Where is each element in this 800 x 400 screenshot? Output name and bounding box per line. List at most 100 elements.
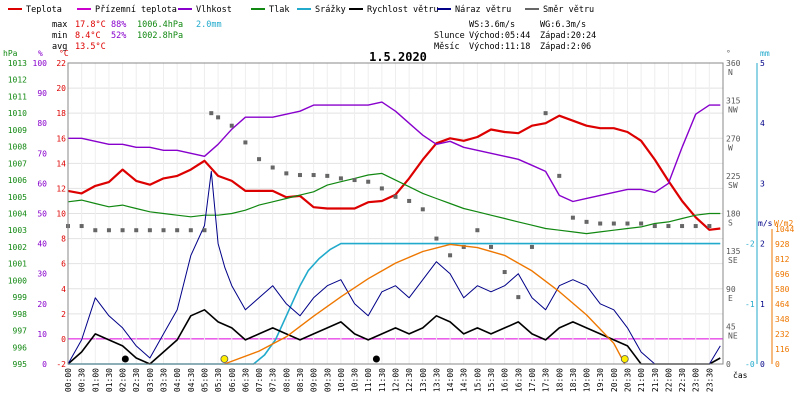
- wind-dir-point: [270, 165, 275, 170]
- tick-label-pct: 80: [37, 119, 47, 128]
- tick-label-hpa: 1002: [8, 243, 27, 252]
- tick-label-dir: 315: [726, 97, 741, 106]
- tick-label-x: 23:00: [692, 368, 701, 392]
- legend-label-dir: Směr větru: [543, 5, 594, 15]
- tick-label-x: 16:00: [501, 368, 510, 392]
- tick-label-ms: 4: [760, 119, 765, 128]
- tick-label-x: 21:00: [637, 368, 646, 392]
- tick-label-dir: 0: [726, 360, 731, 369]
- wind-dir-point: [106, 228, 111, 233]
- tick-label-x: 21:30: [651, 368, 660, 392]
- info-wg: WG:6.3m/s: [540, 20, 586, 30]
- tick-label-dir: 225: [726, 172, 741, 181]
- tick-label-x: 13:00: [419, 368, 428, 392]
- tick-label-x: 07:30: [269, 368, 278, 392]
- tick-label-x: 16:30: [514, 368, 523, 392]
- wind-dir-point: [529, 244, 534, 249]
- tick-label-pct: 20: [37, 300, 47, 309]
- wind-dir-point: [639, 221, 644, 226]
- series-marks: [66, 101, 721, 365]
- tick-label-temp: 14: [56, 159, 66, 168]
- stats-min-label: min: [52, 31, 67, 41]
- tick-label-pct: 10: [37, 330, 47, 339]
- tick-label-mm: -0: [745, 360, 755, 369]
- tick-label-hpa: 1010: [8, 109, 27, 118]
- info-moon-rise: Východ:11:18: [469, 42, 530, 52]
- wind-dir-point: [209, 111, 214, 116]
- tick-label-pct: 30: [37, 270, 47, 279]
- wind-dir-point: [407, 198, 412, 203]
- tick-label-hpa: 995: [13, 360, 28, 369]
- tick-label-dir-compass: N: [728, 68, 733, 77]
- tick-label-hpa: 1005: [8, 193, 27, 202]
- unit-ms: m/s: [758, 219, 773, 228]
- tick-label-x: 08:30: [296, 368, 305, 392]
- tick-label-x: 23:30: [705, 368, 714, 392]
- stats-max-rain: 2.0mm: [196, 20, 222, 30]
- tick-label-temp: 16: [56, 134, 66, 143]
- unit-time: čas: [733, 370, 748, 380]
- legend-label-hum: Vlhkost: [196, 5, 232, 15]
- tick-label-ms: 3: [760, 179, 765, 188]
- wind-dir-point: [516, 295, 521, 300]
- tick-label-hpa: 1009: [8, 126, 27, 135]
- stats-max-hum: 88%: [111, 20, 126, 30]
- wind-dir-point: [257, 157, 262, 162]
- info-ws: WS:3.6m/s: [469, 20, 515, 30]
- tick-label-x: 17:30: [542, 368, 551, 392]
- tick-label-x: 03:30: [160, 368, 169, 392]
- wind-dir-point: [434, 236, 439, 241]
- tick-label-x: 01:30: [105, 368, 114, 392]
- tick-label-x: 02:30: [132, 368, 141, 392]
- legend-label-gust: Náraz větru: [455, 5, 511, 15]
- tick-label-temp: 8: [61, 235, 66, 244]
- tick-label-x: 05:00: [200, 368, 209, 392]
- tick-label-x: 11:30: [378, 368, 387, 392]
- sun-moon-markers: [121, 355, 629, 363]
- wind-dir-point: [598, 221, 603, 226]
- tick-label-dir-compass: SW: [728, 181, 738, 190]
- tick-label-hpa: 1004: [8, 210, 27, 219]
- wind-dir-point: [393, 194, 398, 199]
- wind-dir-point: [557, 173, 562, 178]
- info-block: WS:3.6m/s WG:6.3m/s Slunce Východ:05:44 …: [434, 20, 596, 52]
- wind-dir-point: [611, 221, 616, 226]
- tick-label-hpa: 1006: [8, 176, 27, 185]
- moon-marker: [372, 355, 380, 363]
- tick-label-wm: 232: [775, 330, 790, 339]
- tick-label-hpa: 1007: [8, 159, 27, 168]
- tick-label-x: 18:00: [555, 368, 564, 392]
- tick-label-ms: 0: [760, 360, 765, 369]
- tick-label-dir: 90: [726, 285, 736, 294]
- tick-label-dir: 135: [726, 247, 741, 256]
- wind-dir-point: [625, 221, 630, 226]
- tick-label-dir-compass: W: [728, 143, 733, 152]
- tick-label-x: 15:30: [487, 368, 496, 392]
- tick-label-ms: 2: [760, 240, 765, 249]
- stats-max-press: 1006.4hPa: [137, 20, 183, 30]
- tick-label-hpa: 1008: [8, 143, 27, 152]
- tick-label-dir-compass: NW: [728, 106, 738, 115]
- tick-label-x: 12:00: [392, 368, 401, 392]
- wind-dir-point: [325, 173, 330, 178]
- info-sun-label: Slunce: [434, 31, 465, 41]
- tick-label-pct: 70: [37, 149, 47, 158]
- tick-label-wm: 464: [775, 300, 790, 309]
- stats-block: max 17.8°C 88% 1006.4hPa 2.0mm min 8.4°C…: [52, 20, 222, 52]
- series-line-sol: [224, 243, 626, 365]
- series-line-press: [67, 172, 721, 235]
- wind-dir-point: [570, 215, 575, 220]
- tick-label-wm: 348: [775, 315, 790, 324]
- tick-label-wm: 696: [775, 270, 790, 279]
- wind-dir-point: [216, 115, 221, 120]
- info-moon-set: Západ:2:06: [540, 42, 591, 52]
- tick-label-temp: 6: [61, 260, 66, 269]
- tick-label-x: 11:00: [364, 368, 373, 392]
- tick-label-pct: 50: [37, 210, 47, 219]
- chart-title: 1.5.2020: [369, 50, 427, 64]
- tick-label-x: 08:00: [282, 368, 291, 392]
- tick-label-hpa: 999: [13, 293, 28, 302]
- tick-label-temp: 20: [56, 84, 66, 93]
- tick-label-temp: 0: [61, 335, 66, 344]
- tick-label-x: 00:00: [64, 368, 73, 392]
